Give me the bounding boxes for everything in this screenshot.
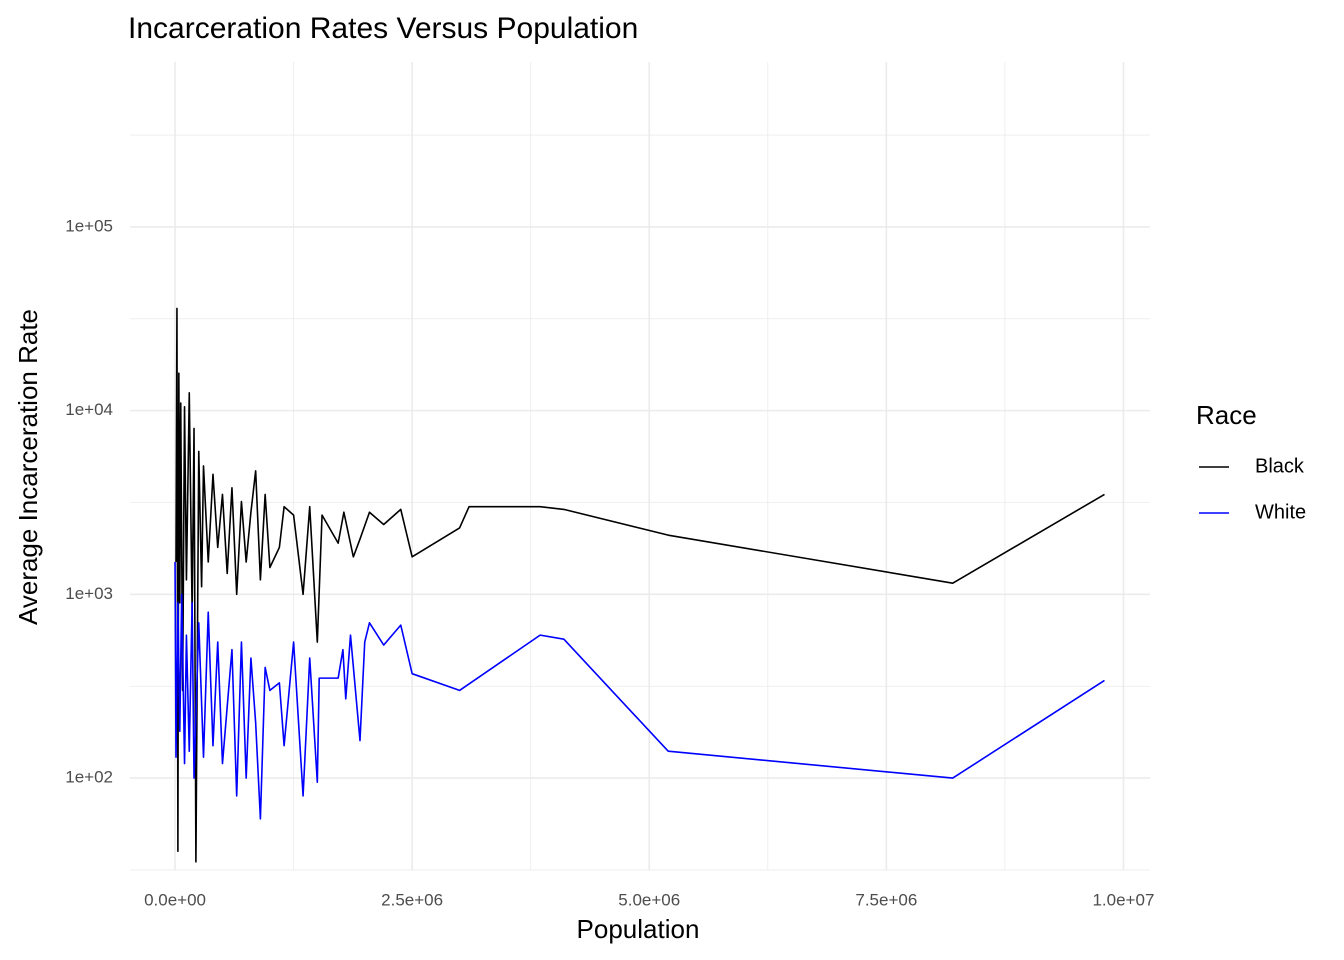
x-axis-label: Population (577, 914, 700, 944)
y-tick-label: 1e+05 (65, 216, 113, 235)
data-line (175, 307, 1105, 863)
y-tick-label: 1e+02 (65, 768, 113, 787)
y-axis-label: Average Incarceration Rate (13, 309, 43, 625)
x-tick-label: 0.0e+00 (144, 890, 206, 909)
legend-label: White (1255, 501, 1306, 523)
x-tick-label: 2.5e+06 (381, 890, 443, 909)
x-tick-label: 1.0e+07 (1092, 890, 1154, 909)
data-line (174, 562, 1105, 820)
y-tick-label: 1e+03 (65, 584, 113, 603)
x-tick-label: 7.5e+06 (855, 890, 917, 909)
y-tick-label: 1e+04 (65, 400, 113, 419)
legend-label: Black (1255, 455, 1305, 477)
x-tick-label: 5.0e+06 (618, 890, 680, 909)
legend-title: Race (1196, 400, 1257, 430)
chart-title: Incarceration Rates Versus Population (128, 12, 638, 45)
